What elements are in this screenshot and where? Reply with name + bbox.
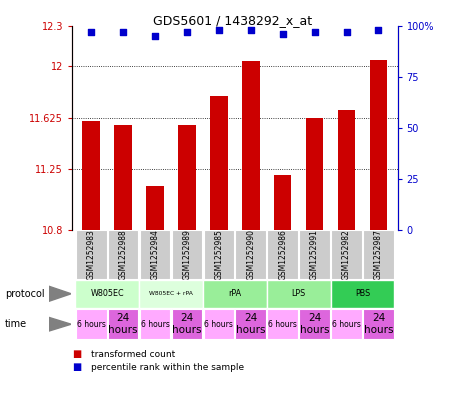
Text: 24
hours: 24 hours	[108, 314, 138, 335]
Polygon shape	[49, 286, 71, 301]
FancyBboxPatch shape	[203, 280, 267, 308]
Text: W805EC: W805EC	[90, 289, 124, 298]
Text: GSM1252986: GSM1252986	[278, 229, 287, 280]
FancyBboxPatch shape	[108, 309, 139, 339]
Text: ■: ■	[72, 349, 81, 360]
Bar	[306, 118, 323, 230]
FancyBboxPatch shape	[331, 280, 394, 308]
Text: percentile rank within the sample: percentile rank within the sample	[91, 363, 244, 372]
Text: 24
hours: 24 hours	[300, 314, 329, 335]
Text: LPS: LPS	[292, 289, 306, 298]
Text: GSM1252985: GSM1252985	[214, 229, 223, 280]
FancyBboxPatch shape	[204, 230, 234, 279]
Point	[311, 29, 319, 35]
Text: GDS5601 / 1438292_x_at: GDS5601 / 1438292_x_at	[153, 14, 312, 27]
Point	[375, 26, 382, 33]
Text: W805EC + rPA: W805EC + rPA	[149, 291, 193, 296]
Text: transformed count: transformed count	[91, 350, 175, 359]
Bar	[242, 61, 259, 230]
Text: GSM1252990: GSM1252990	[246, 229, 255, 280]
Text: 6 hours: 6 hours	[332, 320, 361, 329]
Text: GSM1252989: GSM1252989	[182, 229, 192, 280]
FancyBboxPatch shape	[267, 230, 298, 279]
Bar	[114, 125, 132, 230]
Point	[183, 29, 191, 35]
Text: GSM1252991: GSM1252991	[310, 229, 319, 280]
FancyBboxPatch shape	[267, 280, 331, 308]
Point	[120, 29, 127, 35]
FancyBboxPatch shape	[204, 309, 234, 339]
Text: GSM1252984: GSM1252984	[151, 229, 159, 280]
FancyBboxPatch shape	[331, 230, 362, 279]
FancyBboxPatch shape	[139, 280, 203, 308]
Text: GSM1252983: GSM1252983	[86, 229, 96, 280]
Text: ■: ■	[72, 362, 81, 373]
Text: 24
hours: 24 hours	[364, 314, 393, 335]
FancyBboxPatch shape	[75, 280, 139, 308]
Text: PBS: PBS	[355, 289, 370, 298]
FancyBboxPatch shape	[140, 230, 170, 279]
Text: 6 hours: 6 hours	[205, 320, 233, 329]
Point	[87, 29, 95, 35]
Point	[215, 26, 223, 33]
Bar	[210, 96, 228, 230]
Bar	[370, 60, 387, 230]
Point	[279, 31, 286, 37]
Polygon shape	[49, 318, 71, 331]
FancyBboxPatch shape	[331, 309, 362, 339]
FancyBboxPatch shape	[299, 230, 330, 279]
FancyBboxPatch shape	[363, 309, 394, 339]
FancyBboxPatch shape	[172, 309, 202, 339]
Text: 6 hours: 6 hours	[140, 320, 169, 329]
Text: 24
hours: 24 hours	[172, 314, 202, 335]
FancyBboxPatch shape	[235, 309, 266, 339]
Point	[247, 26, 254, 33]
Text: protocol: protocol	[5, 289, 44, 299]
Bar	[274, 175, 292, 230]
Text: 6 hours: 6 hours	[77, 320, 106, 329]
Text: time: time	[5, 319, 27, 329]
Point	[343, 29, 350, 35]
Text: GSM1252987: GSM1252987	[374, 229, 383, 280]
Bar	[146, 186, 164, 230]
Bar	[338, 110, 355, 230]
FancyBboxPatch shape	[172, 230, 202, 279]
FancyBboxPatch shape	[140, 309, 170, 339]
Bar	[82, 121, 100, 230]
Text: GSM1252982: GSM1252982	[342, 229, 351, 280]
Point	[151, 33, 159, 39]
FancyBboxPatch shape	[76, 309, 106, 339]
Text: rPA: rPA	[228, 289, 241, 298]
FancyBboxPatch shape	[363, 230, 394, 279]
FancyBboxPatch shape	[76, 230, 106, 279]
Text: GSM1252988: GSM1252988	[119, 229, 127, 280]
Bar	[178, 125, 196, 230]
Text: 6 hours: 6 hours	[268, 320, 297, 329]
FancyBboxPatch shape	[108, 230, 139, 279]
FancyBboxPatch shape	[235, 230, 266, 279]
FancyBboxPatch shape	[267, 309, 298, 339]
Text: 24
hours: 24 hours	[236, 314, 266, 335]
FancyBboxPatch shape	[299, 309, 330, 339]
